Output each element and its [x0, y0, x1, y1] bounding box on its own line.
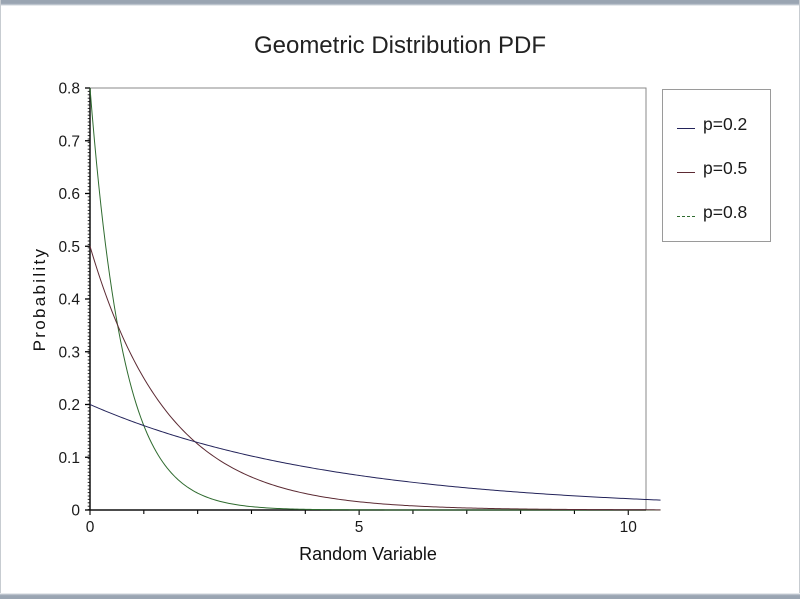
svg-text:0.5: 0.5	[58, 239, 80, 256]
svg-text:10: 10	[620, 519, 638, 536]
svg-text:0.7: 0.7	[58, 133, 80, 150]
svg-text:0.6: 0.6	[58, 186, 80, 203]
svg-text:5: 5	[355, 519, 364, 536]
svg-text:0.1: 0.1	[58, 450, 80, 467]
svg-text:0: 0	[71, 503, 80, 520]
svg-text:0.2: 0.2	[58, 397, 80, 414]
svg-text:0.8: 0.8	[58, 81, 80, 98]
svg-text:0.4: 0.4	[58, 292, 80, 309]
svg-text:0: 0	[86, 519, 95, 536]
svg-text:0.3: 0.3	[58, 344, 80, 361]
